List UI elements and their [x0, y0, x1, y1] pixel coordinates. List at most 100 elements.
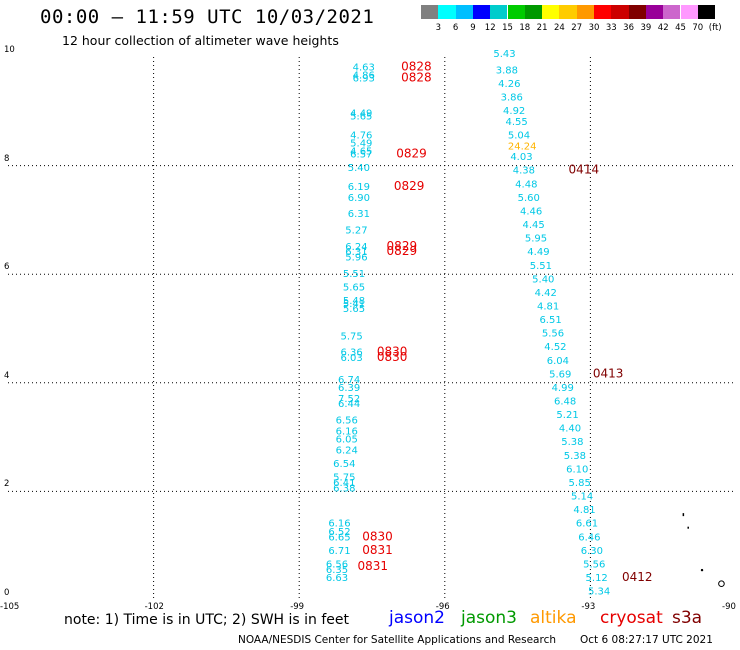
- y-tick-label: 2: [4, 479, 10, 490]
- pass-time-label: 0412: [622, 570, 653, 584]
- wave-height-label: 5.56: [583, 559, 605, 570]
- color-swatch: [611, 5, 629, 19]
- wave-height-label: 6.30: [581, 546, 603, 557]
- wave-height-label: 6.39: [338, 383, 360, 394]
- satellite-name-s3a: s3a: [672, 608, 703, 628]
- wave-height-label: 5.65: [343, 304, 365, 315]
- island-outline: [687, 526, 689, 529]
- wave-height-label: 6.03: [340, 353, 362, 364]
- wave-height-label: 6.04: [547, 356, 569, 367]
- wave-height-label: 6.61: [576, 519, 598, 530]
- wave-height-label: 6.24: [336, 445, 358, 456]
- wave-height-label: 6.10: [566, 464, 588, 475]
- color-scale-label: 15: [502, 23, 513, 33]
- map-title: 00:00 – 11:59 UTC 10/03/2021: [40, 6, 375, 28]
- color-swatch: [507, 5, 525, 19]
- color-swatch: [490, 5, 508, 19]
- wave-height-label: 4.45: [522, 220, 544, 231]
- wave-height-label: 6.16: [336, 426, 358, 437]
- pass-time-label: 0414: [569, 163, 600, 177]
- x-tick-label: -96: [435, 602, 450, 612]
- wave-height-label: 4.46: [520, 206, 542, 217]
- x-tick-label: -99: [290, 602, 305, 612]
- wave-height-label: 5.51: [530, 261, 552, 272]
- color-scale-label: 70: [692, 23, 704, 33]
- island-outline: [718, 580, 725, 588]
- wave-height-label: 6.16: [328, 519, 350, 530]
- wave-height-label: 6.90: [348, 193, 370, 204]
- wave-height-label: 3.88: [496, 65, 518, 76]
- wave-height-label: 6.05: [336, 435, 358, 446]
- color-swatch: [438, 5, 456, 19]
- wave-height-label: 4.38: [513, 166, 535, 177]
- wave-height-label: 5.40: [348, 163, 370, 174]
- color-swatch: [628, 5, 646, 19]
- satellite-name-altika: altika: [530, 608, 577, 628]
- x-tick-label: -105: [0, 602, 20, 612]
- wave-height-label: 3.86: [501, 92, 523, 103]
- pass-time-label: 0829: [387, 244, 418, 258]
- wave-height-label: 6.19: [348, 182, 370, 193]
- wave-height-label: 4.26: [498, 79, 520, 90]
- color-scale-label: 3: [435, 23, 441, 33]
- wave-height-label: 4.03: [510, 152, 532, 163]
- color-scale-label: 42: [657, 23, 669, 33]
- wave-height-label: 4.81: [537, 301, 559, 312]
- color-swatch: [594, 5, 612, 19]
- wave-height-label: 6.56: [336, 416, 358, 427]
- wave-height-label: 5.04: [508, 130, 530, 141]
- wave-height-label: 24.24: [508, 141, 537, 152]
- wave-height-label: 6.24: [345, 242, 367, 253]
- wave-height-label: 5.56: [542, 329, 564, 340]
- wave-height-label: 6.48: [554, 397, 576, 408]
- island-outline: [700, 568, 704, 572]
- wave-height-label: 5.21: [556, 410, 578, 421]
- wave-height-label: 4.92: [503, 106, 525, 117]
- pass-time-label: 0831: [362, 543, 393, 557]
- color-swatch: [524, 5, 543, 19]
- wave-height-label: 6.44: [338, 399, 360, 410]
- wave-height-label: 4.86: [353, 71, 375, 82]
- y-tick-label: 4: [4, 370, 10, 381]
- wave-height-label: 6.71: [328, 546, 350, 557]
- x-tick-label: -93: [581, 602, 596, 612]
- color-scale-label: 30: [588, 23, 600, 33]
- y-tick-label: 6: [4, 262, 10, 273]
- wave-height-label: 5.48: [343, 296, 365, 307]
- color-scale-label: 24: [553, 23, 565, 33]
- color-scale-label: 33: [605, 23, 617, 33]
- wave-height-label: 5.27: [345, 225, 367, 236]
- wave-height-label: 5.65: [343, 282, 365, 293]
- color-scale-label: 21: [536, 23, 548, 33]
- wave-height-label: 5.51: [343, 269, 365, 280]
- wave-height-label: 5.49: [350, 139, 372, 150]
- wave-height-label: 5.60: [518, 193, 540, 204]
- satellite-name-jason2: jason2: [389, 608, 445, 628]
- footer-note: note: 1) Time is in UTC; 2) SWH is in fe…: [64, 612, 350, 628]
- color-swatch: [663, 5, 681, 19]
- color-scale-label: 36: [623, 23, 634, 33]
- wave-height-label: 5.41: [343, 299, 365, 310]
- wave-height-label: 6.57: [350, 149, 372, 160]
- wave-height-label: 6.51: [539, 315, 561, 326]
- wave-height-label: 5.96: [345, 253, 367, 264]
- pass-time-label: 0413: [593, 366, 624, 380]
- color-swatch: [697, 5, 716, 19]
- wave-height-label: 4.81: [573, 505, 595, 516]
- wave-height-label: 5.69: [549, 369, 571, 380]
- y-tick-label: 0: [4, 588, 10, 598]
- wave-height-label: 6.31: [345, 247, 367, 258]
- color-scale-unit: (ft): [708, 23, 722, 33]
- wave-height-label: 6.93: [353, 73, 375, 84]
- wave-height-label: 5.38: [561, 437, 583, 448]
- color-swatch: [645, 5, 664, 19]
- x-tick-label: -90: [722, 602, 736, 612]
- island-outline: [682, 513, 685, 517]
- pass-time-label: 0828: [401, 70, 432, 84]
- map-subtitle: 12 hour collection of altimeter wave hei…: [62, 33, 339, 48]
- wave-height-label: 4.55: [505, 117, 527, 128]
- wave-height-label: 5.38: [564, 451, 586, 462]
- pass-time-label: 0829: [387, 239, 418, 253]
- color-scale-label: 27: [571, 23, 583, 33]
- color-swatch: [576, 5, 594, 19]
